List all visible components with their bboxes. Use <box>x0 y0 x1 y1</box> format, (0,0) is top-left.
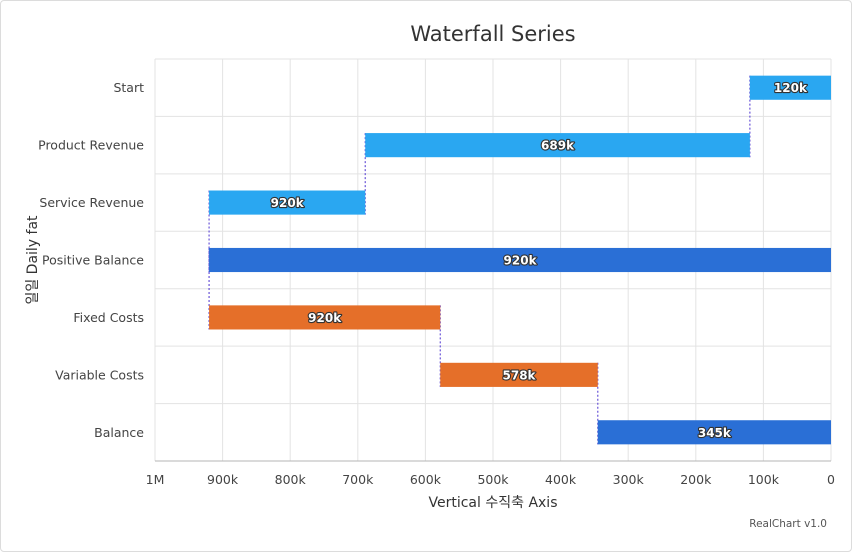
category-label: Start <box>113 80 144 95</box>
bar-variable-costs <box>440 362 598 387</box>
bar-product-revenue <box>365 133 750 158</box>
bar-value-label: 920k <box>504 254 538 268</box>
chart-title: Waterfall Series <box>410 22 575 46</box>
bar-value-label: 920k <box>308 311 342 325</box>
x-tick-label: 300k <box>613 472 645 487</box>
category-label: Balance <box>94 425 144 440</box>
x-tick-label: 900k <box>207 472 239 487</box>
y-axis-title: 일일 Daily fat <box>25 215 41 305</box>
x-tick-labels: 1M 900k 800k 700k 600k 500k 400k 300k 200k 100k 0 <box>146 472 835 487</box>
bar-value-label: 578k <box>503 368 537 382</box>
x-tick-label: 1M <box>146 472 165 487</box>
bars: 120k 689k 920k 920k 920k 578k 345k <box>209 75 831 445</box>
bar-service-revenue <box>209 190 366 215</box>
bar-value-label: 345k <box>698 426 732 440</box>
category-label: Positive Balance <box>42 253 144 268</box>
x-tick-label: 200k <box>680 472 712 487</box>
x-axis-title: Vertical 수직축 Axis <box>429 495 558 511</box>
bar-fixed-costs <box>209 305 441 330</box>
bar-value-label: 920k <box>271 196 305 210</box>
x-tick-label: 400k <box>545 472 577 487</box>
bar-balance <box>597 420 831 445</box>
category-label: Fixed Costs <box>73 310 144 325</box>
bar-start <box>749 75 831 100</box>
chart-credit: RealChart v1.0 <box>749 518 827 530</box>
category-labels: Start Product Revenue Service Revenue Posit… <box>38 80 144 440</box>
category-label: Product Revenue <box>38 138 144 153</box>
bar-value-label: 689k <box>541 139 575 153</box>
x-tick-label: 600k <box>410 472 442 487</box>
x-tick-label: 800k <box>275 472 307 487</box>
x-tick-label: 0 <box>827 472 835 487</box>
category-label: Variable Costs <box>55 367 144 382</box>
category-label: Service Revenue <box>39 195 144 210</box>
bar-positive-balance <box>209 247 831 273</box>
bar-value-label: 120k <box>774 81 808 95</box>
x-tick-label: 100k <box>748 472 780 487</box>
x-tick-label: 500k <box>477 472 509 487</box>
x-tick-label: 700k <box>342 472 374 487</box>
